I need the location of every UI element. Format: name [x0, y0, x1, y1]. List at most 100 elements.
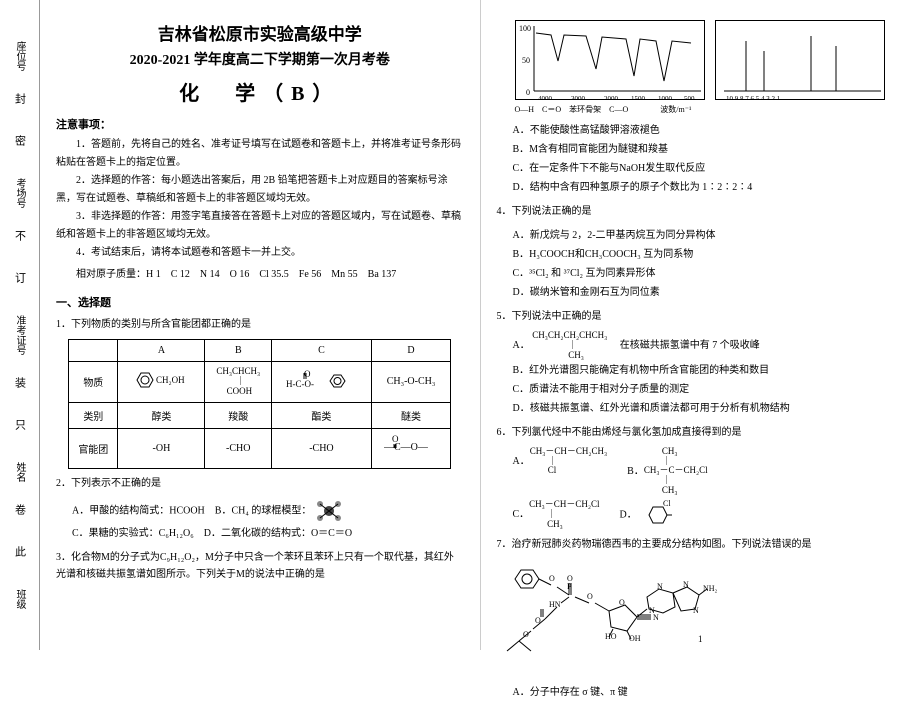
svg-text:O: O [567, 574, 573, 583]
r1-label: 物质 [69, 362, 118, 403]
q3-B: B．M含有相同官能团为醚键和羧基 [513, 140, 905, 159]
svg-text:4000: 4000 [538, 95, 553, 100]
ir-peak-labels: O—H C＝O 苯环骨架 C—O 波数/m⁻¹ [515, 104, 905, 115]
q1-table: A B C D 物质 CH₂OH CH₃CHCH₃ ｜ COOH OH-C-O-… [68, 339, 451, 469]
page-number: 1 [698, 634, 703, 644]
term-line: 2020-2021 学年度高二下学期第一次月考卷 [56, 49, 464, 69]
notice-3: 3．非选择题的作答：用签字笔直接答在答题卡上对应的答题区域内，写在试题卷、草稿纸… [56, 208, 464, 244]
field-seat: 座位号 [12, 41, 27, 71]
th-D: D [371, 340, 451, 362]
notice-head: 注意事项： [56, 116, 464, 132]
svg-text:N: N [683, 580, 689, 589]
svg-text:O: O [392, 434, 399, 444]
q4-C: C．³⁵Cl₂ 和 ³⁷Cl₂ 互为同素异形体 [513, 264, 905, 283]
svg-text:100: 100 [519, 24, 531, 33]
q6-C: C．CH₃－CH－CH₂Cl ｜ CH₃ [513, 500, 600, 530]
r2-A: 醇类 [118, 402, 205, 428]
q5-A-pre: A． [513, 340, 530, 351]
svg-text:O: O [549, 574, 555, 583]
notice-2: 2．选择题的作答：每小题选出答案后，用 2B 铅笔把答题卡上对应题目的答案标号涂… [56, 172, 464, 208]
svg-text:50: 50 [522, 56, 530, 65]
th-A: A [118, 340, 205, 362]
notice-4: 4．考试结束后，请将本试题卷和答题卡一并上交。 [56, 244, 464, 262]
q2-stem: 2．下列表示不正确的是 [56, 475, 464, 492]
q3-A: A．不能使酸性高锰酸钾溶液褪色 [513, 121, 905, 140]
remdesivir-structure-icon: O P O HN O O O O HO OH N NN NN NH₂ [497, 559, 757, 679]
svg-text:—C—O—: —C—O— [384, 442, 429, 453]
th-blank [69, 340, 118, 362]
binding-strip: 座位号 封 密 考场号 不 订 准考证号 装 只 姓名 卷 此 班级 [0, 0, 40, 650]
q7-A: A．分子中存在 σ 键、π 键 [513, 683, 905, 702]
q7-stem: 7．治疗新冠肺炎药物瑞德西韦的主要成分结构如图。下列说法错误的是 [497, 536, 905, 553]
q6-A: A．CH₃－CH－CH₂CH₃ ｜ Cl [513, 447, 608, 496]
q4-A: A．新戊烷与 2，2-二甲基丙烷互为同分异构体 [513, 226, 905, 245]
r2-label: 类别 [69, 402, 118, 428]
q5-stem: 5．下列说法中正确的是 [497, 308, 905, 325]
q2-CD: C．果糖的实验式：C₆H₁₂O₆ D．二氧化碳的结构式：O＝C＝O [72, 524, 464, 543]
q2-A-text: A．甲酸的结构简式：HCOOH B．CH₄ 的球棍模型： [72, 505, 311, 516]
subject-line: 化 学（B） [56, 77, 464, 106]
formate-benz-icon: OH-C-O- [286, 367, 356, 393]
q4-D: D．碳纳米管和金刚石互为同位素 [513, 283, 905, 302]
q6-B: B． CH₃ ｜ CH₃－C－CH₂Cl ｜ CH₃ [627, 447, 707, 496]
svg-text:N: N [649, 606, 655, 615]
q5-D: D．核磁共振氢谱、红外光谱和质谱法都可用于分析有机物结构 [513, 399, 905, 418]
q6-D: D． Cl [619, 500, 673, 530]
svg-text:10 9 8 7 6 5 4 3 2 1: 10 9 8 7 6 5 4 3 2 1 [726, 95, 781, 100]
q3-C: C．在一定条件下不能与NaOH发生取代反应 [513, 159, 905, 178]
atomic-mass: 相对原子质量：H 1 C 12 N 14 O 16 Cl 35.5 Fe 56 … [56, 266, 464, 284]
r3-C: -CHO [272, 428, 372, 468]
ir-spectrum: 100500 透射率/% 40003000200015001000500 [515, 20, 705, 100]
marker-juan: 卷 [12, 504, 28, 525]
q3-D: D．结构中含有四种氢原子的原子个数比为 1∶2∶2∶4 [513, 178, 905, 197]
r2-D: 醚类 [371, 402, 451, 428]
q3-stem: 3．化合物M的分子式为C₉H₁₂O₂，M分子中只含一个苯环且苯环上只有一个取代基… [56, 549, 464, 583]
chlorocyclohexane-icon: Cl [639, 500, 673, 530]
svg-text:N: N [693, 606, 699, 615]
svg-text:O: O [523, 630, 529, 639]
svg-text:CH₂OH: CH₂OH [156, 375, 185, 385]
svg-text:O: O [619, 598, 625, 607]
marker-bu: 不 [12, 230, 28, 251]
marker-ci: 此 [12, 546, 28, 567]
th-B: B [205, 340, 272, 362]
r1-A: CH₂OH [118, 362, 205, 403]
svg-text:Cl: Cl [663, 500, 671, 508]
svg-text:N: N [657, 582, 663, 591]
ch4-model-icon [314, 498, 344, 524]
svg-text:NH₂: NH₂ [703, 584, 718, 593]
field-name: 姓名 [12, 462, 27, 482]
q2-AB: A．甲酸的结构简式：HCOOH B．CH₄ 的球棍模型： [72, 498, 464, 524]
r1-B: CH₃CHCH₃ ｜ COOH [205, 362, 272, 403]
r1-C: OH-C-O- [272, 362, 372, 403]
svg-text:1000: 1000 [658, 95, 673, 100]
marker-mi: 密 [12, 135, 28, 156]
field-class: 班级 [12, 589, 27, 609]
field-id: 准考证号 [12, 315, 27, 355]
ester-group-icon: —C—O—O [384, 434, 438, 460]
column-right: 100500 透射率/% 40003000200015001000500 10 … [481, 0, 920, 650]
q5-A-formula: CH₃CH₂CH₂CHCH₃ ｜ CH₃ [532, 331, 607, 361]
school-name: 吉林省松原市实验高级中学 [56, 20, 464, 45]
field-room: 考场号 [12, 178, 27, 208]
nmr-spectrum: 10 9 8 7 6 5 4 3 2 1 δ [715, 20, 885, 100]
q4-B: B．H₃COOCH和CH₃COOCH₃ 互为同系物 [513, 245, 905, 264]
column-left: 吉林省松原市实验高级中学 2020-2021 学年度高二下学期第一次月考卷 化 … [40, 0, 481, 650]
svg-text:2000: 2000 [604, 95, 619, 100]
q5-A-post: 在核磁共振氢谱中有 7 个吸收峰 [610, 340, 760, 351]
th-C: C [272, 340, 372, 362]
svg-text:O: O [535, 616, 541, 625]
r3-D: —C—O—O [371, 428, 451, 468]
svg-text:H-C-O-: H-C-O- [286, 379, 314, 389]
notice-1: 1．答题前，先将自己的姓名、准考证号填写在试题卷和答题卡上，并将准考证号条形码粘… [56, 136, 464, 172]
r1-D: CH₃-O-CH₃ [371, 362, 451, 403]
r2-C: 酯类 [272, 402, 372, 428]
svg-text:HN: HN [549, 600, 561, 609]
svg-text:3000: 3000 [571, 95, 586, 100]
q5-C: C．质谱法不能用于相对分子质量的测定 [513, 380, 905, 399]
svg-text:O: O [286, 369, 311, 379]
q4-stem: 4．下列说法正确的是 [497, 203, 905, 220]
svg-text:1500: 1500 [631, 95, 646, 100]
q6-stem: 6．下列氯代烃中不能由烯烃与氯化氢加成直接得到的是 [497, 424, 905, 441]
marker-zhi: 只 [12, 419, 28, 440]
